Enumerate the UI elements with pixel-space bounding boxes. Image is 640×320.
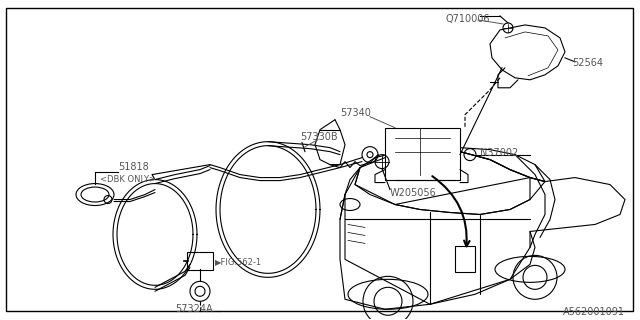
Text: 51818: 51818 bbox=[118, 162, 148, 172]
Text: 57340: 57340 bbox=[340, 108, 371, 118]
Text: 52564: 52564 bbox=[572, 58, 603, 68]
FancyBboxPatch shape bbox=[187, 252, 213, 270]
Text: 57324A: 57324A bbox=[175, 304, 212, 314]
FancyBboxPatch shape bbox=[385, 128, 460, 180]
Text: N37002: N37002 bbox=[480, 148, 518, 158]
FancyBboxPatch shape bbox=[455, 246, 475, 272]
Text: ▶FIG.562-1: ▶FIG.562-1 bbox=[215, 257, 262, 266]
Text: A562001091: A562001091 bbox=[563, 307, 625, 317]
Text: <DBK ONLY>: <DBK ONLY> bbox=[100, 175, 156, 184]
Text: Q710006: Q710006 bbox=[445, 14, 490, 24]
Text: W205056: W205056 bbox=[390, 188, 436, 197]
Text: 57330B: 57330B bbox=[300, 132, 338, 142]
